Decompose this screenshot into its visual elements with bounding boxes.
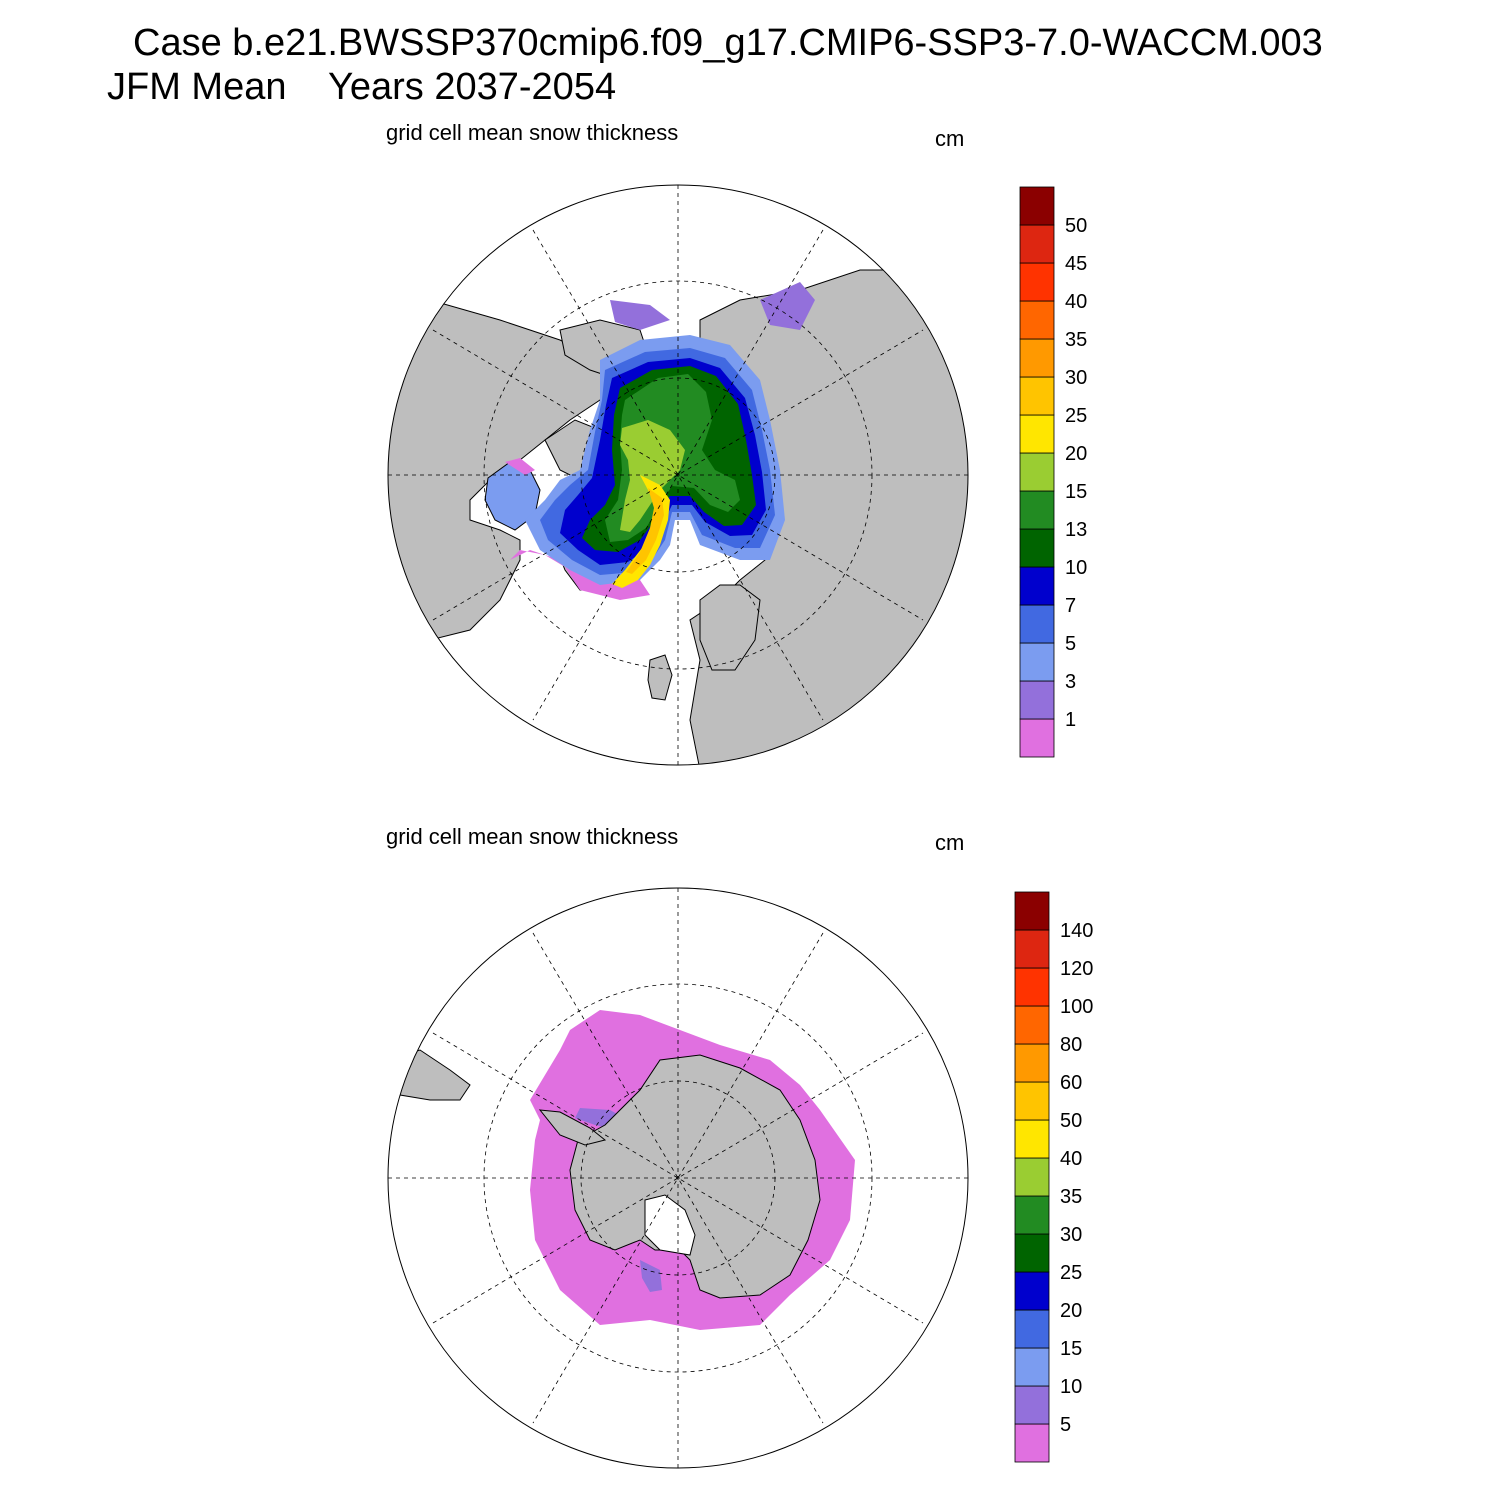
- north-colorbar-swatch: [1019, 718, 1055, 758]
- north-polar-map: [387, 184, 969, 766]
- south-units-label: cm: [935, 830, 965, 855]
- north-colorbar-swatch: [1019, 262, 1055, 302]
- south-colorbar-label: 20: [1060, 1300, 1082, 1322]
- south-colorbar-swatch: [1014, 1309, 1050, 1349]
- south-colorbar-label: 35: [1060, 1186, 1082, 1208]
- south-colorbar-swatch: [1014, 967, 1050, 1007]
- south-colorbar-label: 50: [1060, 1110, 1082, 1132]
- south-panel-title: grid cell mean snow thickness: [386, 824, 679, 849]
- south-colorbar-swatch: [1014, 1043, 1050, 1083]
- south-colorbar-label: 120: [1060, 958, 1093, 980]
- north-colorbar-swatch: [1019, 642, 1055, 682]
- north-colorbar-swatch: [1019, 604, 1055, 644]
- north-colorbar-label: 35: [1065, 329, 1087, 351]
- north-units-label: cm: [935, 126, 965, 151]
- north-colorbar-swatch: [1019, 414, 1055, 454]
- case-title: Case b.e21.BWSSP370cmip6.f09_g17.CMIP6-S…: [133, 22, 1323, 64]
- south-colorbar-swatch: [1014, 1195, 1050, 1235]
- north-colorbar-label: 3: [1065, 671, 1076, 693]
- north-panel-title: grid cell mean snow thickness: [386, 120, 679, 145]
- antarctica-land: [569, 1054, 821, 1299]
- south-colorbar-swatch: [1014, 1119, 1050, 1159]
- north-colorbar-swatch: [1019, 338, 1055, 378]
- scandinavia-land: [699, 584, 761, 671]
- south-colorbar-swatch: [1014, 1081, 1050, 1121]
- north-colorbar-label: 45: [1065, 253, 1087, 275]
- north-colorbar-swatch: [1019, 680, 1055, 720]
- north-colorbar-label: 15: [1065, 481, 1087, 503]
- north-colorbar-label: 10: [1065, 557, 1087, 579]
- ice-band-lavender: [610, 282, 815, 330]
- north-colorbar-swatch: [1019, 452, 1055, 492]
- north-colorbar-swatch: [1019, 186, 1055, 226]
- south-colorbar-label: 60: [1060, 1072, 1082, 1094]
- ice-band-gold: [626, 488, 664, 574]
- south-colorbar-swatch: [1014, 1423, 1050, 1463]
- south-colorbar-label: 140: [1060, 920, 1093, 942]
- north-graticule: [388, 185, 968, 765]
- period-title: JFM Mean Years 2037-2054: [107, 66, 617, 108]
- north-colorbar-label: 7: [1065, 595, 1076, 617]
- ice-band-lavender: [575, 1108, 662, 1292]
- south-colorbar-swatch: [1014, 1271, 1050, 1311]
- north-colorbar-swatch: [1019, 224, 1055, 264]
- antarctic-peninsula: [538, 1109, 607, 1146]
- hudson-bay-edge: [505, 458, 535, 475]
- north-colorbar-label: 30: [1065, 367, 1087, 389]
- north-colorbar-label: 25: [1065, 405, 1087, 427]
- south-colorbar-label: 30: [1060, 1224, 1082, 1246]
- south-colorbar-swatch: [1014, 929, 1050, 969]
- ice-band-yellowgreen: [620, 420, 685, 532]
- south-colorbar-label: 80: [1060, 1034, 1082, 1056]
- south-graticule: [388, 888, 968, 1468]
- south-colorbar-label: 10: [1060, 1376, 1082, 1398]
- north-colorbar-label: 40: [1065, 291, 1087, 313]
- uk-land: [647, 654, 673, 701]
- north-colorbar-swatch: [1019, 528, 1055, 568]
- south-polar-map: [387, 887, 969, 1469]
- north-colorbar-label: 1: [1065, 709, 1076, 731]
- south-colorbar: 5 10 15 20 25 30 35 40 50 60 80 100 120 140: [1014, 891, 1093, 1463]
- ross-ice-shelf: [644, 1194, 696, 1256]
- south-colorbar-swatch: [1014, 1347, 1050, 1387]
- north-colorbar-swatch: [1019, 300, 1055, 340]
- north-colorbar-swatch: [1019, 376, 1055, 416]
- south-colorbar-label: 100: [1060, 996, 1093, 1018]
- north-colorbar-label: 13: [1065, 519, 1087, 541]
- south-colorbar-label: 5: [1060, 1414, 1071, 1436]
- south-colorbar-swatch: [1014, 1233, 1050, 1273]
- north-colorbar-label: 5: [1065, 633, 1076, 655]
- north-colorbar-swatch: [1019, 566, 1055, 606]
- north-colorbar-label: 50: [1065, 215, 1087, 237]
- south-colorbar-swatch: [1014, 1005, 1050, 1045]
- south-colorbar-label: 15: [1060, 1338, 1082, 1360]
- south-colorbar-swatch: [1014, 1385, 1050, 1425]
- south-colorbar-swatch: [1014, 1157, 1050, 1197]
- north-colorbar-swatch: [1019, 490, 1055, 530]
- north-colorbar-label: 20: [1065, 443, 1087, 465]
- south-colorbar-swatch: [1014, 891, 1050, 931]
- south-colorbar-label: 25: [1060, 1262, 1082, 1284]
- south-colorbar-label: 40: [1060, 1148, 1082, 1170]
